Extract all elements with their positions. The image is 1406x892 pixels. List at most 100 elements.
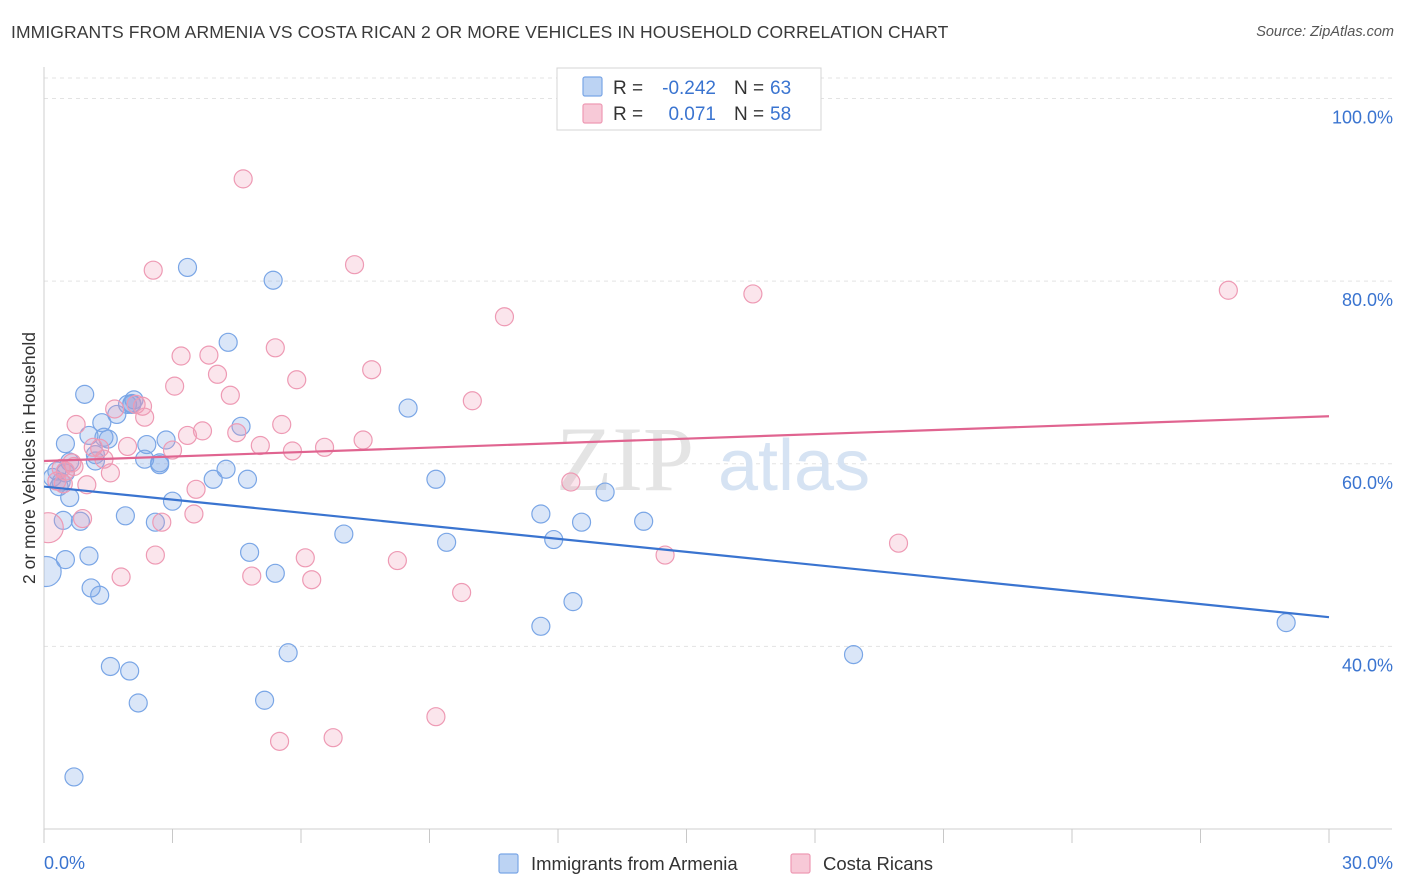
data-points <box>44 169 1296 787</box>
point-costa-rican <box>165 376 185 396</box>
y-tick-label: 40.0% <box>1342 655 1393 675</box>
point-costa-rican <box>105 399 125 419</box>
point-armenia <box>531 616 551 636</box>
point-costa-rican <box>269 731 290 751</box>
point-costa-rican <box>282 441 303 461</box>
point-costa-rican <box>233 169 253 189</box>
point-armenia <box>92 413 112 433</box>
point-armenia <box>150 453 170 473</box>
point-costa-rican <box>135 407 155 427</box>
stats-r-value-armenia: -0.242 <box>662 78 716 99</box>
point-costa-rican <box>353 430 373 450</box>
point-costa-rican <box>171 346 191 366</box>
point-costa-rican <box>90 438 110 458</box>
point-armenia <box>216 459 236 479</box>
point-costa-rican <box>323 728 343 748</box>
point-costa-rican <box>1218 280 1238 300</box>
point-armenia <box>571 512 592 532</box>
point-armenia <box>135 449 155 469</box>
stats-r-label-costa-rican: R = <box>613 104 643 125</box>
stats-n-label-armenia: N = <box>734 78 764 99</box>
point-costa-rican <box>743 284 763 304</box>
legend-label-costa-rican: Costa Ricans <box>823 853 933 874</box>
point-costa-rican <box>117 436 138 457</box>
point-armenia <box>177 257 198 278</box>
point-costa-rican <box>242 566 262 586</box>
point-armenia <box>595 482 615 502</box>
point-armenia <box>79 546 99 566</box>
point-costa-rican <box>265 338 285 358</box>
point-costa-rican <box>100 463 120 483</box>
stats-r-value-costa-rican: 0.071 <box>668 104 716 125</box>
point-armenia <box>218 332 238 352</box>
legend-label-armenia: Immigrants from Armenia <box>531 853 738 874</box>
point-armenia <box>265 563 285 583</box>
stats-r-label-armenia: R = <box>613 78 643 99</box>
point-armenia <box>254 690 275 710</box>
point-armenia <box>334 524 354 544</box>
point-costa-rican <box>162 440 183 460</box>
point-costa-rican <box>314 437 335 457</box>
point-armenia <box>79 425 99 446</box>
point-armenia <box>426 469 446 489</box>
point-armenia <box>278 643 298 663</box>
point-costa-rican <box>145 545 165 565</box>
point-armenia <box>398 398 418 418</box>
stats-n-value-costa-rican: 58 <box>770 104 791 125</box>
point-costa-rican <box>64 456 84 477</box>
point-costa-rican <box>44 512 64 544</box>
legend-swatch-costa-rican <box>790 853 811 874</box>
point-armenia <box>203 469 223 489</box>
y-tick-label: 80.0% <box>1342 290 1393 310</box>
trend-line-armenia <box>43 485 1330 619</box>
point-armenia <box>531 504 551 524</box>
point-armenia <box>634 511 654 531</box>
point-costa-rican <box>344 255 365 275</box>
point-costa-rican <box>250 435 270 456</box>
point-costa-rican <box>111 567 131 587</box>
point-armenia <box>75 384 95 404</box>
point-costa-rican <box>302 570 322 590</box>
source-credit: Source: ZipAtlas.com <box>1256 24 1394 40</box>
point-costa-rican <box>83 437 103 457</box>
point-costa-rican <box>77 475 97 495</box>
stats-swatch-costa-rican <box>582 103 603 124</box>
point-costa-rican <box>184 504 204 524</box>
point-armenia <box>237 469 258 489</box>
x-tick-label-min: 0.0% <box>44 853 85 873</box>
point-armenia <box>437 532 457 552</box>
point-armenia <box>128 693 148 713</box>
point-armenia <box>1276 613 1296 633</box>
point-costa-rican <box>888 533 909 553</box>
point-armenia <box>55 434 76 454</box>
y-tick-labels: 40.0% 60.0% 80.0% 100.0% <box>1332 108 1393 676</box>
point-armenia <box>120 661 140 681</box>
point-armenia <box>64 767 84 787</box>
point-armenia <box>137 434 157 455</box>
point-costa-rican <box>387 550 407 571</box>
point-costa-rican <box>220 385 240 405</box>
point-armenia <box>90 585 110 605</box>
point-armenia <box>70 511 91 531</box>
legend-swatch-armenia <box>498 853 519 874</box>
point-costa-rican <box>227 423 247 443</box>
point-armenia <box>145 512 165 532</box>
point-armenia <box>240 542 260 562</box>
point-costa-rican <box>494 307 515 327</box>
y-tick-label: 100.0% <box>1332 108 1393 128</box>
point-costa-rican <box>462 391 482 411</box>
point-armenia <box>843 644 864 665</box>
point-costa-rican <box>72 508 93 529</box>
point-armenia <box>563 592 583 612</box>
point-costa-rican <box>143 260 163 280</box>
x-tick-label-max: 30.0% <box>1342 853 1393 873</box>
point-armenia <box>263 270 283 290</box>
point-armenia <box>44 555 62 588</box>
y-axis-label: 2 or more Vehicles in Household <box>19 332 39 584</box>
point-costa-rican <box>192 421 213 441</box>
point-costa-rican <box>561 472 581 492</box>
stats-n-value-armenia: 63 <box>770 78 791 99</box>
point-costa-rican <box>186 479 206 499</box>
stats-n-label-costa-rican: N = <box>734 104 764 125</box>
